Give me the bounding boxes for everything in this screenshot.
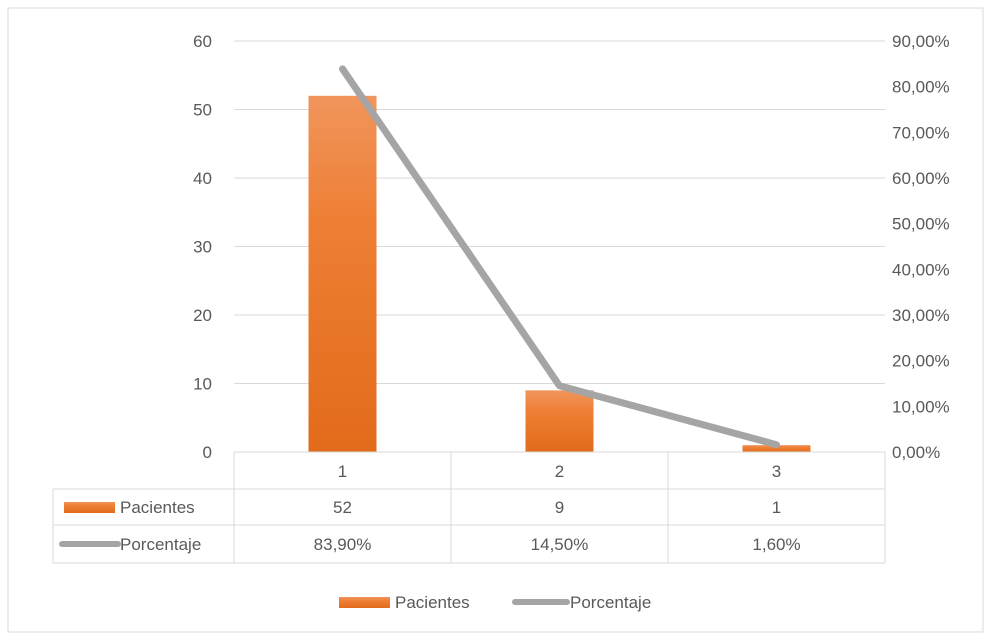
- y-left-tick-label: 40: [193, 169, 212, 188]
- bars: [308, 95, 811, 453]
- y-left-tick-label: 20: [193, 306, 212, 325]
- table-cell-value: 9: [555, 498, 564, 517]
- y-left-tick-label: 30: [193, 238, 212, 257]
- bar: [525, 390, 594, 452]
- table-cell-value: 1,60%: [752, 535, 800, 554]
- legend-label: Porcentaje: [570, 593, 651, 612]
- category-label: 1: [338, 462, 347, 481]
- bar: [742, 445, 811, 452]
- line-point: [559, 385, 560, 387]
- y-right-tick-label: 0,00%: [892, 443, 940, 462]
- legend-label: Pacientes: [395, 593, 470, 612]
- table-cell-value: 52: [333, 498, 352, 517]
- y-right-tick-label: 30,00%: [892, 306, 950, 325]
- category-label: 2: [555, 462, 564, 481]
- legend: Pacientes Porcentaje: [339, 593, 651, 612]
- y-left-tick-label: 10: [193, 375, 212, 394]
- y-right-tick-label: 10,00%: [892, 397, 950, 416]
- y-right-tick-label: 50,00%: [892, 215, 950, 234]
- line-series: [339, 65, 780, 449]
- y-right-tick-label: 90,00%: [892, 32, 950, 51]
- legend-key-bar: [339, 597, 390, 608]
- table-cell-value: 14,50%: [531, 535, 589, 554]
- table-series-name: Pacientes: [120, 498, 195, 517]
- y-left-tick-label: 50: [193, 101, 212, 120]
- y-right-tick-label: 40,00%: [892, 260, 950, 279]
- chart-border: [7, 7, 984, 633]
- y-right-tick-label: 60,00%: [892, 169, 950, 188]
- table-legend-key-bar: [64, 502, 115, 513]
- category-label: 3: [772, 462, 781, 481]
- y-right-tick-label: 80,00%: [892, 78, 950, 97]
- y-left-tick-label: 0: [203, 443, 212, 462]
- table-series-name: Porcentaje: [120, 535, 201, 554]
- line-point: [776, 444, 777, 446]
- line-point: [342, 68, 343, 70]
- table-cell-value: 1: [772, 498, 781, 517]
- data-table: 1 2 3 Pacientes 52 9 1 Porcentaje 83,90% 14,50% 1,…: [52, 451, 886, 564]
- y-left-tick-label: 60: [193, 32, 212, 51]
- axes: 0 10 20 30 40 50 60 0,00% 10,00% 20,00% 30,00% 40,0…: [193, 32, 950, 462]
- y-right-tick-label: 20,00%: [892, 352, 950, 371]
- table-cell-value: 83,90%: [314, 535, 372, 554]
- bar: [308, 95, 377, 453]
- y-right-tick-label: 70,00%: [892, 123, 950, 142]
